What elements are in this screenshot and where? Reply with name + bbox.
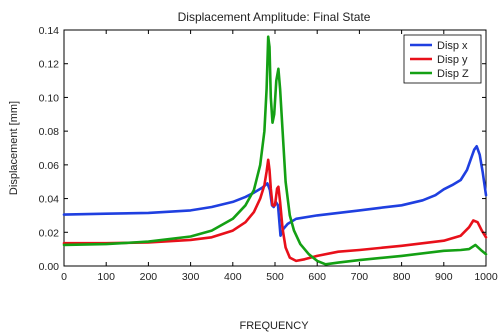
y-tick-label: 0.10 xyxy=(39,92,60,104)
x-tick-label: 600 xyxy=(308,271,326,283)
y-tick-label: 0.14 xyxy=(39,25,60,37)
x-tick-label: 400 xyxy=(224,271,242,283)
chart-title: Displacement Amplitude: Final State xyxy=(178,10,371,24)
x-tick-label: 900 xyxy=(435,271,453,283)
y-tick-label: 0.04 xyxy=(39,194,60,206)
x-tick-label: 100 xyxy=(97,271,115,283)
series-layer xyxy=(62,35,488,266)
x-tick-label: 1000 xyxy=(474,271,498,283)
legend: Disp x Disp y Disp Z xyxy=(403,34,482,84)
series-line-2 xyxy=(62,35,488,266)
y-tick-label: 0.12 xyxy=(39,59,60,71)
legend-label-1: Disp y xyxy=(437,54,468,66)
axis-ticks: 0 100 200 300 400 500 600 700 800 900 1000 0.00 0.02… xyxy=(39,25,498,283)
y-tick-label: 0.06 xyxy=(39,160,60,172)
x-tick-label: 700 xyxy=(351,271,369,283)
legend-label-2: Disp Z xyxy=(437,68,469,80)
x-tick-label: 500 xyxy=(266,271,284,283)
y-tick-label: 0.02 xyxy=(39,227,60,239)
x-tick-label: 200 xyxy=(140,271,158,283)
legend-label-0: Disp x xyxy=(437,40,468,52)
y-tick-label: 0.00 xyxy=(39,261,60,273)
y-tick-label: 0.08 xyxy=(39,126,60,138)
y-axis-label: Displacement [mm] xyxy=(8,101,20,195)
x-axis-label: FREQUENCY xyxy=(239,320,309,332)
x-tick-label: 300 xyxy=(182,271,200,283)
x-tick-label: 800 xyxy=(393,271,411,283)
x-tick-label: 0 xyxy=(61,271,67,283)
series-line-1 xyxy=(62,158,488,263)
